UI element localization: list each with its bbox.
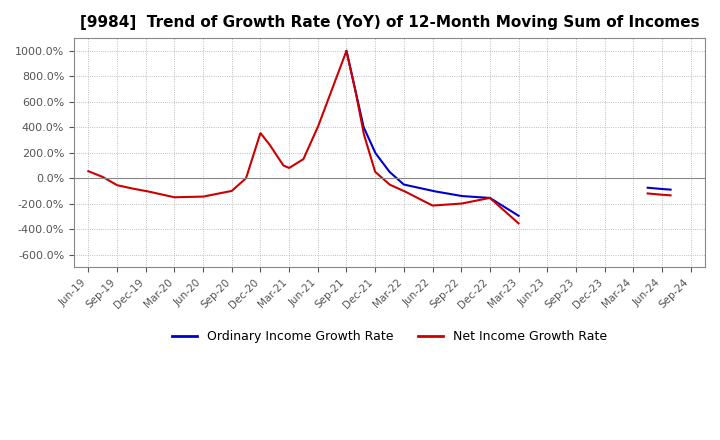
Net Income Growth Rate <box>274 154 282 160</box>
Line: Ordinary Income Growth Rate: Ordinary Income Growth Rate <box>346 51 518 216</box>
Net Income Growth Rate <box>514 221 523 226</box>
Net Income Growth Rate <box>380 177 389 183</box>
Ordinary Income Growth Rate <box>444 191 453 196</box>
Net Income Growth Rate <box>428 203 436 208</box>
Net Income Growth Rate <box>84 169 93 174</box>
Ordinary Income Growth Rate <box>342 48 351 54</box>
Net Income Growth Rate <box>420 199 428 204</box>
Ordinary Income Growth Rate <box>424 187 433 193</box>
Ordinary Income Growth Rate <box>436 190 444 195</box>
Legend: Ordinary Income Growth Rate, Net Income Growth Rate: Ordinary Income Growth Rate, Net Income … <box>166 325 612 348</box>
Ordinary Income Growth Rate <box>425 187 433 193</box>
Ordinary Income Growth Rate <box>483 195 492 200</box>
Net Income Growth Rate <box>128 186 137 191</box>
Net Income Growth Rate <box>258 133 266 138</box>
Line: Net Income Growth Rate: Net Income Growth Rate <box>89 51 518 224</box>
Title: [9984]  Trend of Growth Rate (YoY) of 12-Month Moving Sum of Incomes: [9984] Trend of Growth Rate (YoY) of 12-… <box>80 15 699 30</box>
Ordinary Income Growth Rate <box>514 213 523 218</box>
Net Income Growth Rate <box>342 49 351 54</box>
Ordinary Income Growth Rate <box>510 210 518 216</box>
